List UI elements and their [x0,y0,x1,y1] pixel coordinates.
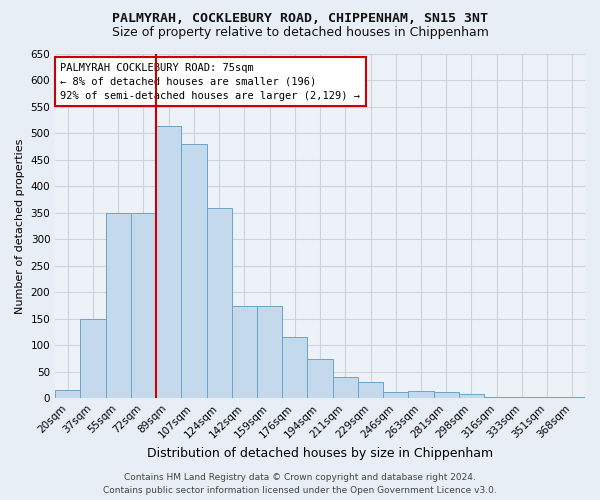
Bar [106,213,131,398]
Bar [181,144,206,399]
Bar [383,392,409,398]
Bar [282,338,307,398]
Text: Size of property relative to detached houses in Chippenham: Size of property relative to detached ho… [112,26,488,39]
Text: PALMYRAH, COCKLEBURY ROAD, CHIPPENHAM, SN15 3NT: PALMYRAH, COCKLEBURY ROAD, CHIPPENHAM, S… [112,12,488,26]
Bar [156,126,181,398]
Y-axis label: Number of detached properties: Number of detached properties [15,138,25,314]
Bar [257,306,282,398]
Bar [409,392,434,398]
Text: PALMYRAH COCKLEBURY ROAD: 75sqm
← 8% of detached houses are smaller (196)
92% of: PALMYRAH COCKLEBURY ROAD: 75sqm ← 8% of … [61,62,361,100]
Bar [358,382,383,398]
Bar [434,392,459,398]
Bar [80,319,106,398]
Bar [307,358,332,399]
Bar [232,306,257,398]
Bar [206,208,232,398]
Bar [55,390,80,398]
Bar [560,396,585,398]
Bar [131,213,156,398]
Bar [459,394,484,398]
Bar [332,377,358,398]
X-axis label: Distribution of detached houses by size in Chippenham: Distribution of detached houses by size … [147,447,493,460]
Bar [484,396,509,398]
Text: Contains HM Land Registry data © Crown copyright and database right 2024.
Contai: Contains HM Land Registry data © Crown c… [103,474,497,495]
